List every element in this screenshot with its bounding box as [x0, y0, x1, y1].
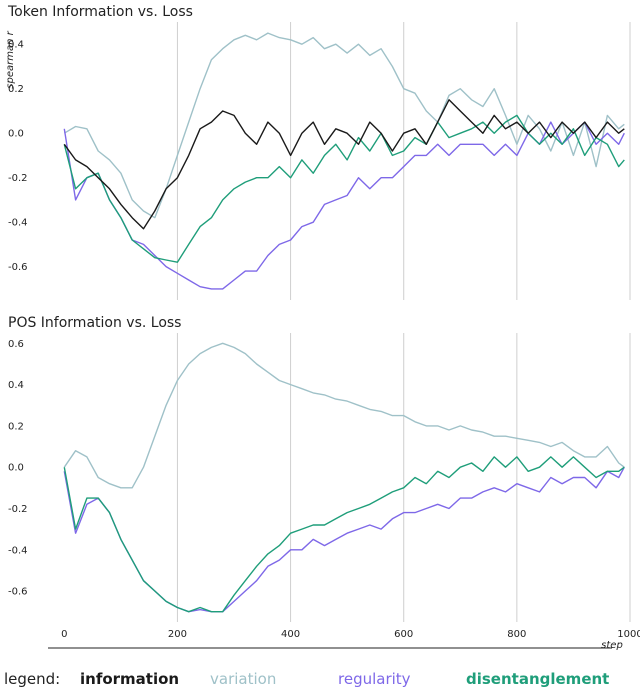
token-panel: Token Information vs. Loss 0.4 0.2 0.0 -0.2 -…	[5, 4, 631, 300]
y-tick-label: 0.4	[8, 380, 24, 391]
series-line-regularity	[63, 121, 625, 290]
y-tick-label: -0.6	[8, 587, 28, 598]
y-tick-label: 0.4	[8, 40, 24, 51]
y-tick-label: 0.2	[8, 421, 24, 432]
chart-title: Token Information vs. Loss	[7, 4, 193, 20]
y-tick-label: -0.4	[8, 545, 28, 556]
series-line-information	[63, 99, 625, 230]
y-tick-label: 0.6	[8, 339, 24, 350]
x-tick-label: 1000	[617, 629, 640, 640]
x-tick-label: 0	[61, 629, 67, 640]
x-axis-label: step	[601, 640, 623, 651]
y-tick-label: -0.2	[8, 173, 28, 184]
x-tick-label: 800	[507, 629, 526, 640]
legend-item-regularity: regularity	[338, 670, 411, 688]
legend-item-disentanglement: disentanglement	[466, 670, 609, 688]
y-tick-label: 0.2	[8, 84, 24, 95]
chart-title: POS Information vs. Loss	[8, 315, 181, 331]
y-tick-label: -0.2	[8, 504, 28, 515]
legend: legend: information variation regularity dis…	[4, 670, 609, 688]
legend-title: legend:	[4, 670, 60, 688]
series-line-variation	[63, 32, 625, 219]
y-tick-label: -0.6	[8, 262, 28, 273]
series-line-variation	[63, 342, 625, 489]
x-tick-label: 200	[168, 629, 187, 640]
legend-item-variation: variation	[210, 670, 276, 688]
y-axis-label: spearman r	[5, 30, 16, 88]
legend-item-information: information	[80, 670, 179, 688]
y-tick-label: -0.4	[8, 218, 28, 229]
y-tick-label: 0.0	[8, 129, 24, 140]
y-tick-label: 0.0	[8, 463, 24, 474]
x-tick-label: 600	[394, 629, 413, 640]
series-line-disentanglement	[63, 456, 625, 613]
pos-panel: POS Information vs. Loss 0 200 400 600 800 100…	[8, 315, 640, 651]
series-line-disentanglement	[63, 114, 625, 263]
x-tick-label: 400	[281, 629, 300, 640]
series-line-regularity	[63, 466, 625, 613]
